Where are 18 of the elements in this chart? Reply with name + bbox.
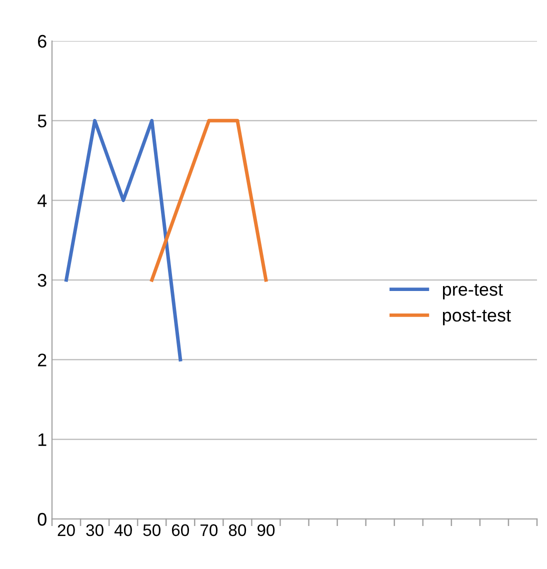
y-tick-label: 1 [38,433,46,446]
x-tick-label: 80 [228,524,246,536]
y-tick-label: 2 [38,354,46,366]
x-tick-label: 70 [200,524,218,536]
x-tick-label: 40 [114,524,132,536]
line-series [64,118,182,362]
y-tick-label: 0 [38,512,46,526]
x-tick-label: 20 [58,524,75,536]
y-tick-label: 6 [38,34,46,48]
y-tick-label: 3 [38,274,46,287]
y-tick-label: 4 [38,194,47,207]
x-tick-label: 90 [257,524,275,536]
legend-label: pre-test [442,284,503,300]
x-tick-label: 50 [143,524,160,536]
x-tick-label: 30 [86,524,104,536]
y-tick-label: 5 [38,114,46,128]
x-tick-label: 60 [172,524,189,536]
legend-label: post-test [442,310,511,326]
